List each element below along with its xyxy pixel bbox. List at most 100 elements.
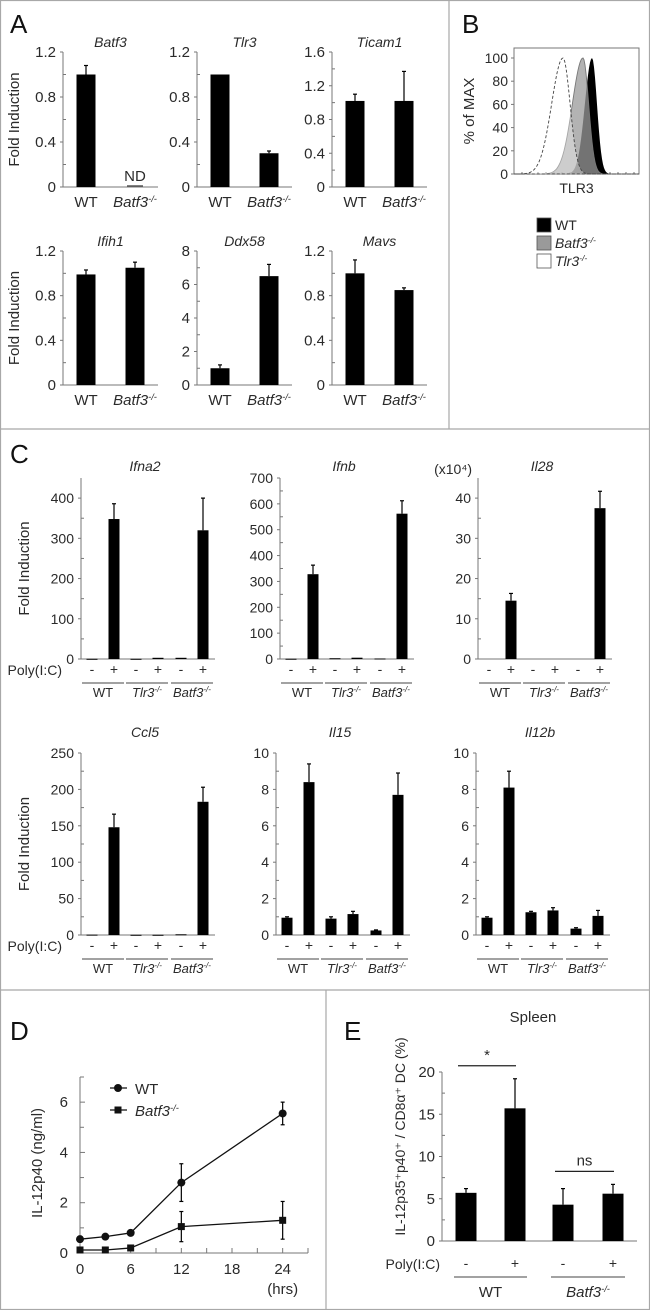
- category-label: -: [485, 937, 490, 953]
- y-tick-label: 8: [261, 781, 269, 797]
- panel-label-e: E: [344, 1016, 361, 1046]
- bar--1: [307, 574, 319, 659]
- y-tick-label: 0: [265, 651, 273, 667]
- group-label: WT: [479, 1284, 502, 1301]
- panel-label-c: C: [10, 439, 29, 469]
- y-tick-label: 1.6: [304, 44, 325, 61]
- category-label: +: [110, 937, 118, 953]
- point-wt: [76, 1235, 84, 1244]
- y-tick-label: 6: [60, 1094, 68, 1111]
- category-label: +: [507, 661, 515, 677]
- category-label: Batf3-/-: [113, 194, 157, 211]
- y-tick-label: 700: [250, 470, 274, 486]
- chart-title: Ticam1: [357, 34, 403, 50]
- y-tick-label: 200: [51, 571, 75, 587]
- point-wt: [101, 1232, 110, 1241]
- category-label: -: [378, 661, 383, 677]
- bar--2: [130, 934, 142, 936]
- x-tick-label: 6: [126, 1261, 134, 1278]
- category-label: -: [285, 937, 290, 953]
- annotation-label: ND: [124, 168, 146, 185]
- bar--1: [503, 787, 515, 935]
- y-tick-label: 300: [250, 573, 274, 589]
- legend-label: WT: [135, 1081, 158, 1098]
- chart-title: Tlr3: [232, 34, 256, 50]
- group-label: WT: [292, 685, 312, 700]
- bar--4: [570, 928, 582, 935]
- panel-label-b: B: [462, 9, 479, 39]
- category-label: -: [333, 661, 338, 677]
- category-label: +: [353, 661, 361, 677]
- bar--1: [303, 782, 315, 935]
- bar--0: [455, 1192, 477, 1241]
- category-label: +: [305, 937, 313, 953]
- bar--0: [86, 934, 98, 936]
- bar--5: [592, 915, 604, 935]
- y-tick-label: 1.2: [304, 78, 325, 95]
- chart-title: Ccl5: [131, 724, 159, 740]
- bar--0: [86, 658, 98, 660]
- bar--5: [594, 508, 606, 659]
- y-tick-label: 20: [418, 1064, 435, 1081]
- category-label: -: [134, 937, 139, 953]
- chart-spleen: 0 5 10 15 20 - + - + WT Batf3-/- Poly(I:C) Spleen IL-…: [386, 1009, 637, 1301]
- category-label: Batf3-/-: [247, 392, 291, 409]
- y-tick-label: 6: [182, 277, 190, 294]
- y-tick-label: 2: [182, 344, 190, 361]
- category-label: -: [374, 937, 379, 953]
- charts: 0 0.4 0.8 1.2 ND WT Batf3-/- Batf3 Fold Inductio…: [6, 34, 640, 1301]
- group-label: Batf3-/-: [570, 685, 608, 700]
- bar--2: [329, 658, 341, 660]
- point-batf3: [127, 1244, 135, 1252]
- category-label: -: [531, 661, 536, 677]
- significance-label: *: [484, 1047, 490, 1064]
- bar-batf3-1: [394, 100, 414, 187]
- y-axis-label: Fold Induction: [16, 521, 33, 615]
- category-label: +: [394, 937, 402, 953]
- y-tick-label: 5: [427, 1191, 435, 1208]
- bar--3: [347, 914, 359, 935]
- y-tick-label: 500: [250, 522, 274, 538]
- treatment-label: Poly(I:C): [8, 662, 62, 678]
- bar-batf3-1: [259, 276, 279, 385]
- y-tick-label: 4: [60, 1144, 68, 1161]
- bar-batf3-1: [394, 290, 414, 385]
- y-tick-label: 1.2: [35, 44, 56, 61]
- y-tick-label: 6: [461, 818, 469, 834]
- chart-tlr3-histogram: 0 20 40 60 80 100 TLR3 % of MAX WT Batf3-/- Tlr3-/…: [461, 47, 640, 269]
- y-tick-label: 40: [492, 120, 508, 136]
- y-tick-label: 150: [51, 818, 75, 834]
- y-tick-label: 0.8: [35, 89, 56, 106]
- group-label: WT: [93, 685, 113, 700]
- category-label: +: [549, 937, 557, 953]
- category-label: +: [609, 1255, 617, 1271]
- y-tick-label: 400: [51, 490, 75, 506]
- category-label: -: [464, 1255, 469, 1271]
- y-tick-label: 400: [250, 548, 274, 564]
- y-tick-label: 200: [250, 599, 274, 615]
- bar-batf3-1: [125, 267, 145, 385]
- y-tick-label: 30: [455, 530, 471, 546]
- legend-marker-wt: [114, 1084, 122, 1092]
- category-label: WT: [208, 392, 231, 409]
- category-label: Batf3-/-: [247, 194, 291, 211]
- y-tick-label: 40: [455, 490, 471, 506]
- y-tick-label: 4: [182, 310, 190, 327]
- group-label: Batf3-/-: [173, 685, 211, 700]
- y-tick-label: 300: [51, 530, 75, 546]
- category-label: +: [309, 661, 317, 677]
- bar--2: [130, 658, 142, 660]
- bar--4: [374, 658, 386, 660]
- y-tick-label: 1.2: [304, 243, 325, 260]
- group-label: Batf3-/-: [566, 1284, 610, 1301]
- chart-title: Il15: [329, 724, 352, 740]
- y-tick-label: 0: [463, 651, 471, 667]
- point-batf3: [279, 1216, 287, 1224]
- category-label: +: [511, 1255, 519, 1271]
- y-tick-label: 0: [261, 927, 269, 943]
- point-wt: [177, 1178, 186, 1187]
- y-axis-label: Fold Induction: [16, 797, 33, 891]
- treatment-label: Poly(I:C): [386, 1256, 440, 1272]
